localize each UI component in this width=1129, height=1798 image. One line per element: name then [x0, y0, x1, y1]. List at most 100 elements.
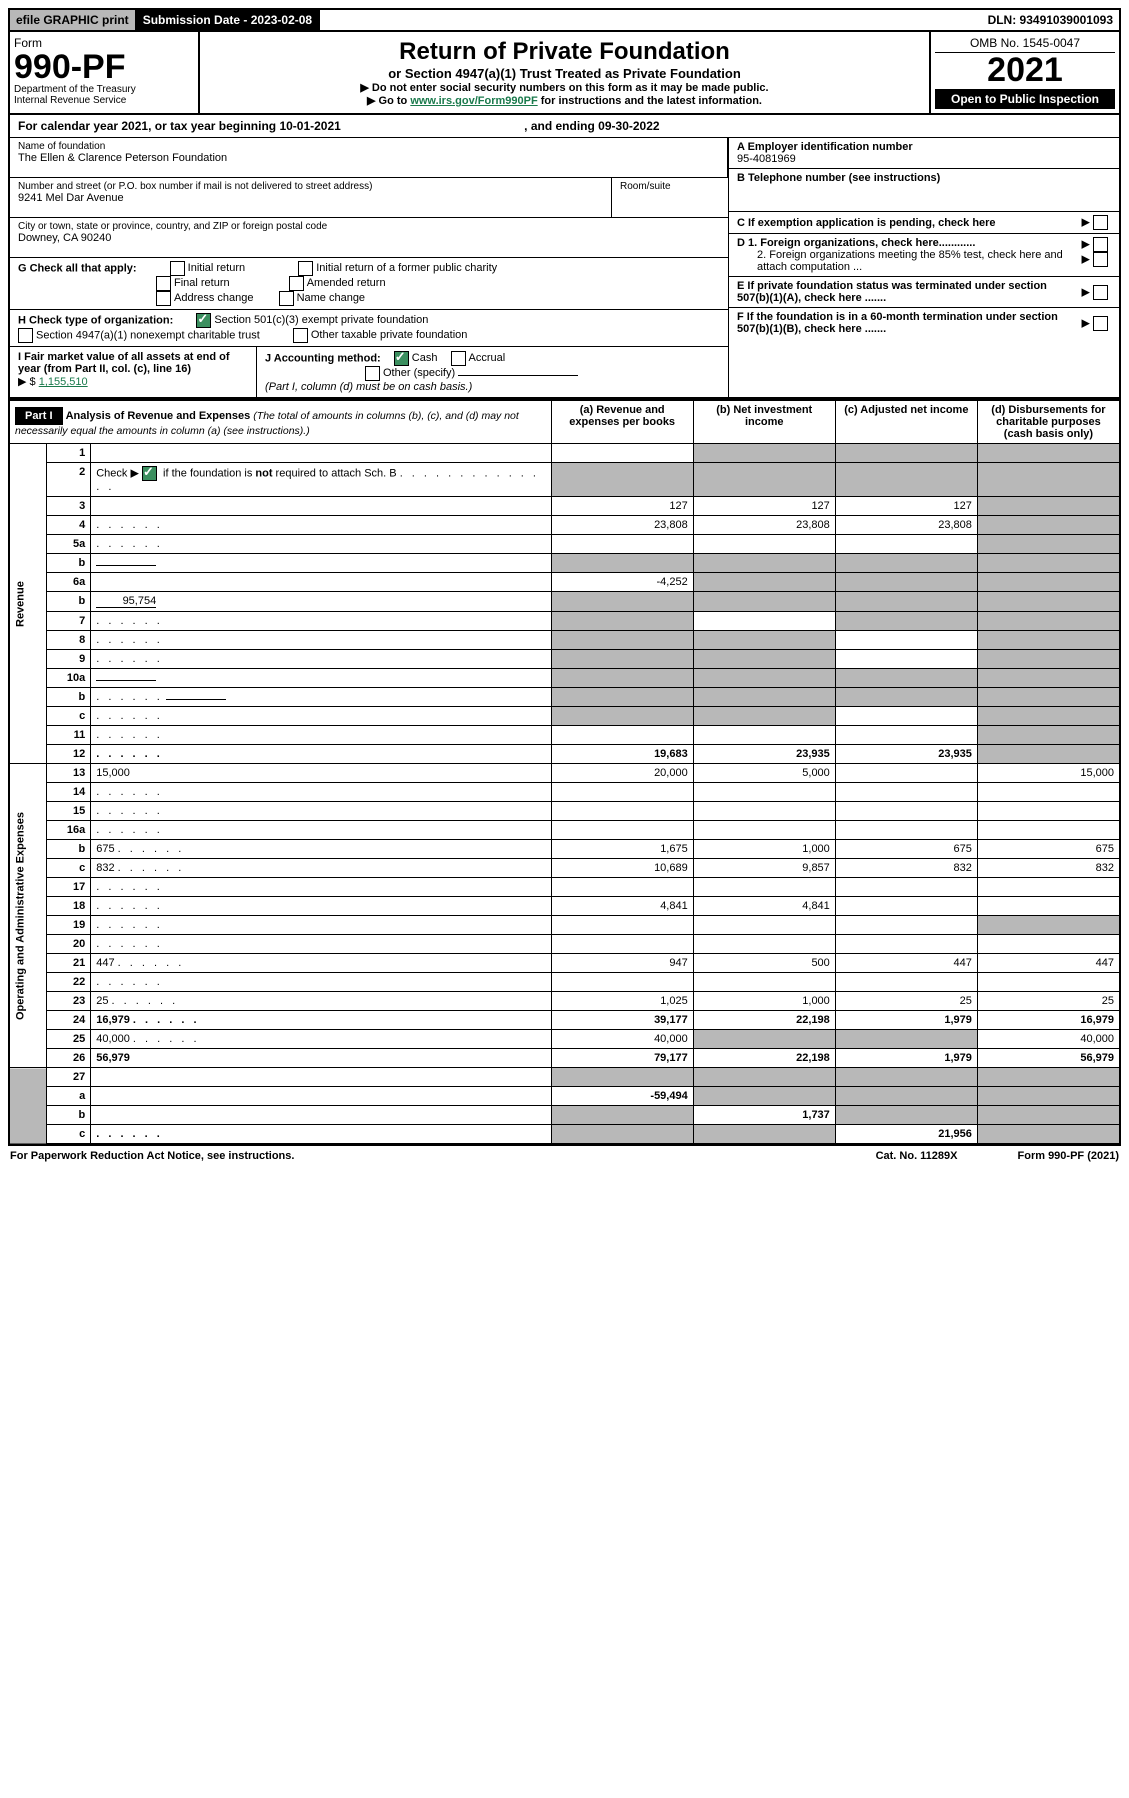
checkbox-4947[interactable] [18, 328, 33, 343]
cell-d: 15,000 [977, 764, 1120, 783]
cell-a [551, 1125, 693, 1145]
footer-right: Form 990-PF (2021) [1018, 1150, 1120, 1162]
cell-a: 20,000 [551, 764, 693, 783]
row-number: 21 [47, 954, 91, 973]
row-description: 95,754 [91, 592, 551, 612]
cell-c: 127 [835, 497, 977, 516]
checkbox-initial-return[interactable] [170, 261, 185, 276]
row-description: Check ▶ if the foundation is not require… [91, 463, 551, 497]
cell-c: 25 [835, 992, 977, 1011]
cell-b [693, 669, 835, 688]
section-d1: D 1. Foreign organizations, check here..… [737, 237, 975, 249]
form-link[interactable]: www.irs.gov/Form990PF [410, 95, 537, 107]
checkbox-address-change[interactable] [156, 291, 171, 306]
cell-c [835, 916, 977, 935]
cell-d [977, 802, 1120, 821]
row-description: 56,979 [91, 1049, 551, 1068]
cell-d [977, 783, 1120, 802]
cell-a [551, 916, 693, 935]
checkbox-d2[interactable] [1093, 252, 1108, 267]
cell-c [835, 612, 977, 631]
row-description [91, 554, 551, 573]
checkbox-c[interactable] [1093, 215, 1108, 230]
table-row: 16a . . . . . . [9, 821, 1120, 840]
calendar-year-row: For calendar year 2021, or tax year begi… [8, 115, 1121, 138]
cell-c [835, 821, 977, 840]
row-description [91, 444, 551, 463]
col-b-header: (b) Net investment income [693, 400, 835, 444]
table-row: 2Check ▶ if the foundation is not requir… [9, 463, 1120, 497]
cell-d [977, 1087, 1120, 1106]
checkbox-cash[interactable] [394, 351, 409, 366]
row-description [91, 1106, 551, 1125]
cell-a [551, 878, 693, 897]
table-row: 12 . . . . . .19,68323,93523,935 [9, 745, 1120, 764]
row-description: . . . . . . [91, 707, 551, 726]
row-description: . . . . . . [91, 935, 551, 954]
row-number: 3 [47, 497, 91, 516]
section-f-label: F If the foundation is in a 60-month ter… [737, 311, 1058, 335]
checkbox-sch-b[interactable] [142, 466, 157, 481]
cell-c: 1,979 [835, 1011, 977, 1030]
cell-a: 19,683 [551, 745, 693, 764]
checkbox-501c3[interactable] [196, 313, 211, 328]
row-number: 17 [47, 878, 91, 897]
table-row: 27 [9, 1068, 1120, 1087]
cell-d [977, 669, 1120, 688]
cell-c: 832 [835, 859, 977, 878]
checkbox-initial-public[interactable] [298, 261, 313, 276]
instruction-1: ▶ Do not enter social security numbers o… [206, 81, 923, 94]
cell-a: 40,000 [551, 1030, 693, 1049]
cell-a [551, 783, 693, 802]
row-description: . . . . . . [91, 688, 551, 707]
cell-b [693, 688, 835, 707]
row-description: 675 . . . . . . [91, 840, 551, 859]
fmv-value: 1,155,510 [39, 376, 88, 388]
row-number: 6a [47, 573, 91, 592]
meta-section: Name of foundation The Ellen & Clarence … [8, 138, 1121, 399]
row-description [91, 1068, 551, 1087]
row-description: 16,979 . . . . . . [91, 1011, 551, 1030]
cell-d [977, 516, 1120, 535]
checkbox-other-method[interactable] [365, 366, 380, 381]
row-number: 7 [47, 612, 91, 631]
checkbox-amended[interactable] [289, 276, 304, 291]
cell-c [835, 444, 977, 463]
checkbox-e[interactable] [1093, 285, 1108, 300]
cell-d [977, 916, 1120, 935]
cell-c [835, 935, 977, 954]
cell-b [693, 554, 835, 573]
cell-d [977, 554, 1120, 573]
row-description: . . . . . . [91, 535, 551, 554]
cell-b [693, 650, 835, 669]
row-number: 4 [47, 516, 91, 535]
row-number: 9 [47, 650, 91, 669]
cell-d [977, 1125, 1120, 1145]
checkbox-d1[interactable] [1093, 237, 1108, 252]
cell-d [977, 1068, 1120, 1087]
table-row: 5a . . . . . . [9, 535, 1120, 554]
checkbox-name-change[interactable] [279, 291, 294, 306]
table-row: b 95,754 [9, 592, 1120, 612]
section-g: G Check all that apply: Initial return I… [10, 258, 728, 310]
row-description: . . . . . . [91, 631, 551, 650]
checkbox-f[interactable] [1093, 316, 1108, 331]
section-h: H Check type of organization: Section 50… [10, 310, 728, 347]
checkbox-final-return[interactable] [156, 276, 171, 291]
efile-label: efile GRAPHIC print [10, 10, 137, 30]
checkbox-accrual[interactable] [451, 351, 466, 366]
row-description: 832 . . . . . . [91, 859, 551, 878]
cell-b: 1,000 [693, 992, 835, 1011]
dept-treasury: Department of the Treasury [14, 84, 194, 95]
cell-c: 447 [835, 954, 977, 973]
cell-c [835, 897, 977, 916]
checkbox-other-taxable[interactable] [293, 328, 308, 343]
col-c-header: (c) Adjusted net income [835, 400, 977, 444]
cell-d [977, 897, 1120, 916]
footer-left: For Paperwork Reduction Act Notice, see … [10, 1150, 294, 1162]
row-description: . . . . . . [91, 878, 551, 897]
table-row: 4 . . . . . .23,80823,80823,808 [9, 516, 1120, 535]
cell-a: 127 [551, 497, 693, 516]
cell-b [693, 1125, 835, 1145]
cell-c [835, 973, 977, 992]
